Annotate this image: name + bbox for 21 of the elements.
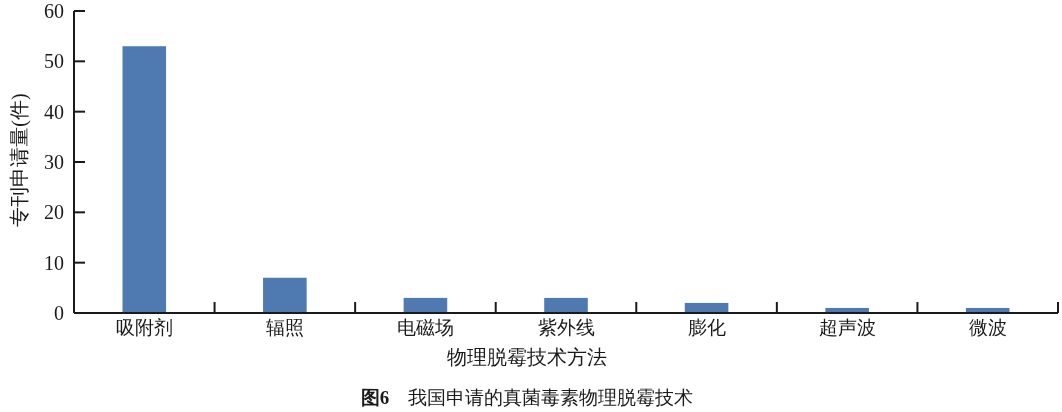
y-tick-label: 30 (44, 151, 64, 173)
x-tick-label: 微波 (968, 317, 1007, 338)
x-tick-label: 紫外线 (537, 317, 595, 338)
y-tick-label: 40 (44, 100, 64, 123)
x-axis-title: 物理脱霉技术方法 (447, 346, 607, 368)
bar (122, 46, 167, 313)
y-tick-label: 10 (44, 251, 64, 274)
bar (544, 297, 588, 313)
x-tick-label: 辐照 (265, 317, 304, 338)
y-tick-label: 20 (44, 201, 64, 224)
bar (263, 277, 307, 313)
y-axis-title: 专刊申请量(件) (8, 93, 31, 227)
x-tick-label: 超声波 (818, 317, 876, 338)
y-tick-label: 60 (44, 0, 64, 22)
x-tick-label: 膨化 (687, 317, 726, 338)
text: 图6 我国申请的真菌毒素物理脱霉技术 (360, 387, 694, 408)
x-tick-label: 电磁场 (396, 317, 454, 338)
y-tick-label: 50 (44, 50, 64, 73)
x-tick-label: 吸附剂 (115, 317, 173, 338)
bar (403, 297, 448, 313)
y-tick-label: 0 (54, 302, 64, 324)
